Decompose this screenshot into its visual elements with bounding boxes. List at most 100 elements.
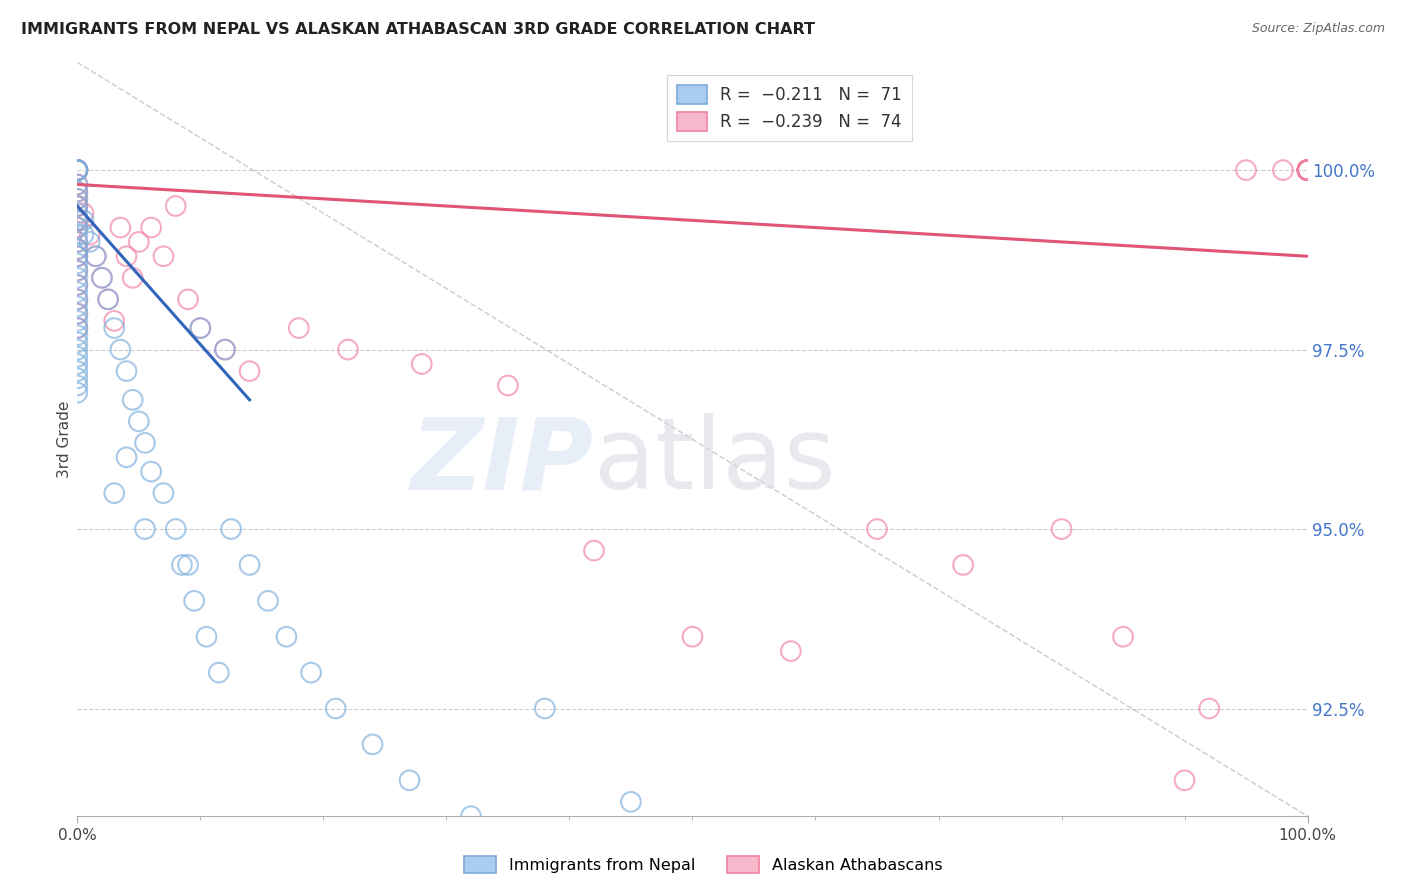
Point bbox=[66, 285, 89, 300]
Point bbox=[299, 665, 322, 680]
Point bbox=[128, 235, 150, 249]
Point bbox=[361, 738, 384, 752]
Point bbox=[325, 701, 347, 715]
Point bbox=[66, 293, 89, 307]
Point bbox=[66, 277, 89, 292]
Legend: Immigrants from Nepal, Alaskan Athabascans: Immigrants from Nepal, Alaskan Athabasca… bbox=[457, 849, 949, 880]
Point bbox=[66, 378, 89, 392]
Point bbox=[188, 321, 212, 335]
Point bbox=[66, 178, 89, 192]
Point bbox=[1050, 522, 1073, 536]
Point bbox=[66, 220, 89, 235]
Point bbox=[1296, 163, 1319, 178]
Point bbox=[66, 277, 89, 292]
Point bbox=[1296, 163, 1319, 178]
Point bbox=[177, 558, 200, 572]
Point bbox=[66, 163, 89, 178]
Point bbox=[337, 343, 360, 357]
Point bbox=[66, 249, 89, 263]
Point bbox=[97, 293, 120, 307]
Point bbox=[66, 220, 89, 235]
Point bbox=[460, 809, 482, 823]
Point bbox=[1296, 163, 1319, 178]
Point bbox=[66, 314, 89, 328]
Text: atlas: atlas bbox=[595, 413, 835, 510]
Point bbox=[66, 185, 89, 199]
Point bbox=[257, 594, 280, 608]
Point bbox=[1296, 163, 1319, 178]
Point bbox=[66, 307, 89, 321]
Point bbox=[72, 206, 94, 220]
Point bbox=[177, 293, 200, 307]
Point bbox=[682, 630, 704, 644]
Point bbox=[141, 220, 163, 235]
Text: ZIP: ZIP bbox=[411, 413, 595, 510]
Point bbox=[66, 163, 89, 178]
Point bbox=[84, 249, 107, 263]
Point bbox=[66, 227, 89, 242]
Point bbox=[115, 249, 138, 263]
Point bbox=[66, 213, 89, 227]
Point bbox=[1296, 163, 1319, 178]
Point bbox=[66, 242, 89, 256]
Point bbox=[66, 178, 89, 192]
Point bbox=[165, 199, 187, 213]
Point bbox=[1296, 163, 1319, 178]
Point bbox=[66, 300, 89, 314]
Point bbox=[1296, 163, 1319, 178]
Point bbox=[1296, 163, 1319, 178]
Point bbox=[866, 522, 889, 536]
Point bbox=[66, 235, 89, 249]
Point bbox=[620, 795, 643, 809]
Point bbox=[1296, 163, 1319, 178]
Point bbox=[66, 185, 89, 199]
Point bbox=[1296, 163, 1319, 178]
Point bbox=[66, 249, 89, 263]
Point bbox=[66, 163, 89, 178]
Point bbox=[1296, 163, 1319, 178]
Point bbox=[1296, 163, 1319, 178]
Point bbox=[170, 558, 193, 572]
Point bbox=[780, 644, 803, 658]
Point bbox=[66, 263, 89, 277]
Point bbox=[188, 321, 212, 335]
Point bbox=[115, 450, 138, 465]
Point bbox=[66, 350, 89, 364]
Point bbox=[66, 163, 89, 178]
Point bbox=[66, 199, 89, 213]
Point bbox=[72, 227, 94, 242]
Point bbox=[288, 321, 311, 335]
Point bbox=[1296, 163, 1319, 178]
Point bbox=[66, 343, 89, 357]
Point bbox=[66, 371, 89, 385]
Point bbox=[141, 465, 163, 479]
Point bbox=[84, 249, 107, 263]
Point bbox=[79, 235, 101, 249]
Point bbox=[1296, 163, 1319, 178]
Y-axis label: 3rd Grade: 3rd Grade bbox=[56, 401, 72, 478]
Point bbox=[66, 235, 89, 249]
Point bbox=[66, 335, 89, 350]
Point bbox=[66, 163, 89, 178]
Point bbox=[66, 242, 89, 256]
Point bbox=[110, 220, 132, 235]
Point bbox=[66, 213, 89, 227]
Point bbox=[66, 364, 89, 378]
Point bbox=[128, 414, 150, 428]
Point bbox=[66, 163, 89, 178]
Point bbox=[1112, 630, 1135, 644]
Point bbox=[398, 773, 420, 788]
Point bbox=[152, 249, 174, 263]
Point bbox=[66, 270, 89, 285]
Text: Source: ZipAtlas.com: Source: ZipAtlas.com bbox=[1251, 22, 1385, 36]
Point bbox=[72, 213, 94, 227]
Point bbox=[214, 343, 236, 357]
Point bbox=[219, 522, 242, 536]
Point bbox=[165, 522, 187, 536]
Point bbox=[121, 270, 143, 285]
Point bbox=[411, 357, 433, 371]
Point bbox=[66, 263, 89, 277]
Point bbox=[115, 364, 138, 378]
Point bbox=[103, 321, 125, 335]
Point bbox=[66, 293, 89, 307]
